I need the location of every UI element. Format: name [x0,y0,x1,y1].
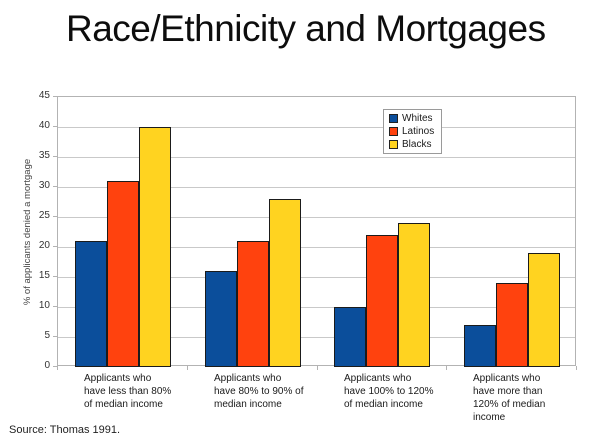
y-tick-label-40: 40 [38,120,50,131]
legend-label: Latinos [402,126,435,137]
category-label-2: Applicants who have 80% to 90% of median… [214,373,304,410]
gridline-15 [58,277,575,278]
plot-area [57,96,576,367]
bar-latinos-category-3 [366,235,398,367]
legend-swatch-icon [389,140,398,149]
y-tick-mark [53,366,57,367]
bar-blacks-category-1 [139,127,171,367]
legend-item-whites: Whites [389,113,434,124]
y-tick-label-35: 35 [38,150,50,161]
category-label-1: Applicants who have less than 80% of med… [84,373,172,410]
source-note: Source: Thomas 1991. [9,424,121,436]
y-tick-mark [53,276,57,277]
legend-swatch-icon [389,127,398,136]
gridline-25 [58,217,575,218]
x-tick-mark [187,366,188,370]
x-tick-mark [446,366,447,370]
category-label-4: Applicants who have more than 120% of me… [473,373,546,423]
chart-title: Race/Ethnicity and Mortgages [66,8,546,49]
category-label-3: Applicants who have 100% to 120% of medi… [344,373,434,410]
legend-item-latinos: Latinos [389,126,434,137]
legend-swatch-icon [389,114,398,123]
gridline-20 [58,247,575,248]
bar-whites-category-3 [334,307,366,367]
y-tick-mark [53,156,57,157]
y-tick-mark [53,336,57,337]
gridline-30 [58,187,575,188]
y-tick-mark [53,96,57,97]
bar-latinos-category-4 [496,283,528,367]
x-tick-mark [57,366,58,370]
bar-latinos-category-2 [237,241,269,367]
bar-blacks-category-2 [269,199,301,367]
bar-whites-category-2 [205,271,237,367]
y-tick-label-15: 15 [38,270,50,281]
y-tick-label-45: 45 [38,90,50,101]
legend-label: Whites [402,113,433,124]
legend-item-blacks: Blacks [389,139,434,150]
y-tick-label-5: 5 [44,330,50,341]
gridline-10 [58,307,575,308]
bar-blacks-category-4 [528,253,560,367]
gridline-40 [58,127,575,128]
y-tick-label-10: 10 [38,300,50,311]
y-tick-mark [53,306,57,307]
y-tick-mark [53,216,57,217]
gridline-35 [58,157,575,158]
x-tick-mark [576,366,577,370]
bar-latinos-category-1 [107,181,139,367]
y-tick-label-20: 20 [38,240,50,251]
y-tick-label-30: 30 [38,180,50,191]
legend: Whites Latinos Blacks [383,109,443,154]
bar-whites-category-1 [75,241,107,367]
y-tick-mark [53,186,57,187]
bar-whites-category-4 [464,325,496,367]
y-tick-label-25: 25 [38,210,50,221]
y-tick-mark [53,246,57,247]
y-tick-label-0: 0 [44,360,50,371]
bar-blacks-category-3 [398,223,430,367]
y-tick-mark [53,126,57,127]
gridline-5 [58,337,575,338]
x-tick-mark [317,366,318,370]
legend-label: Blacks [402,139,432,150]
y-axis-title: % of applicants denied a mortgage [22,158,33,306]
